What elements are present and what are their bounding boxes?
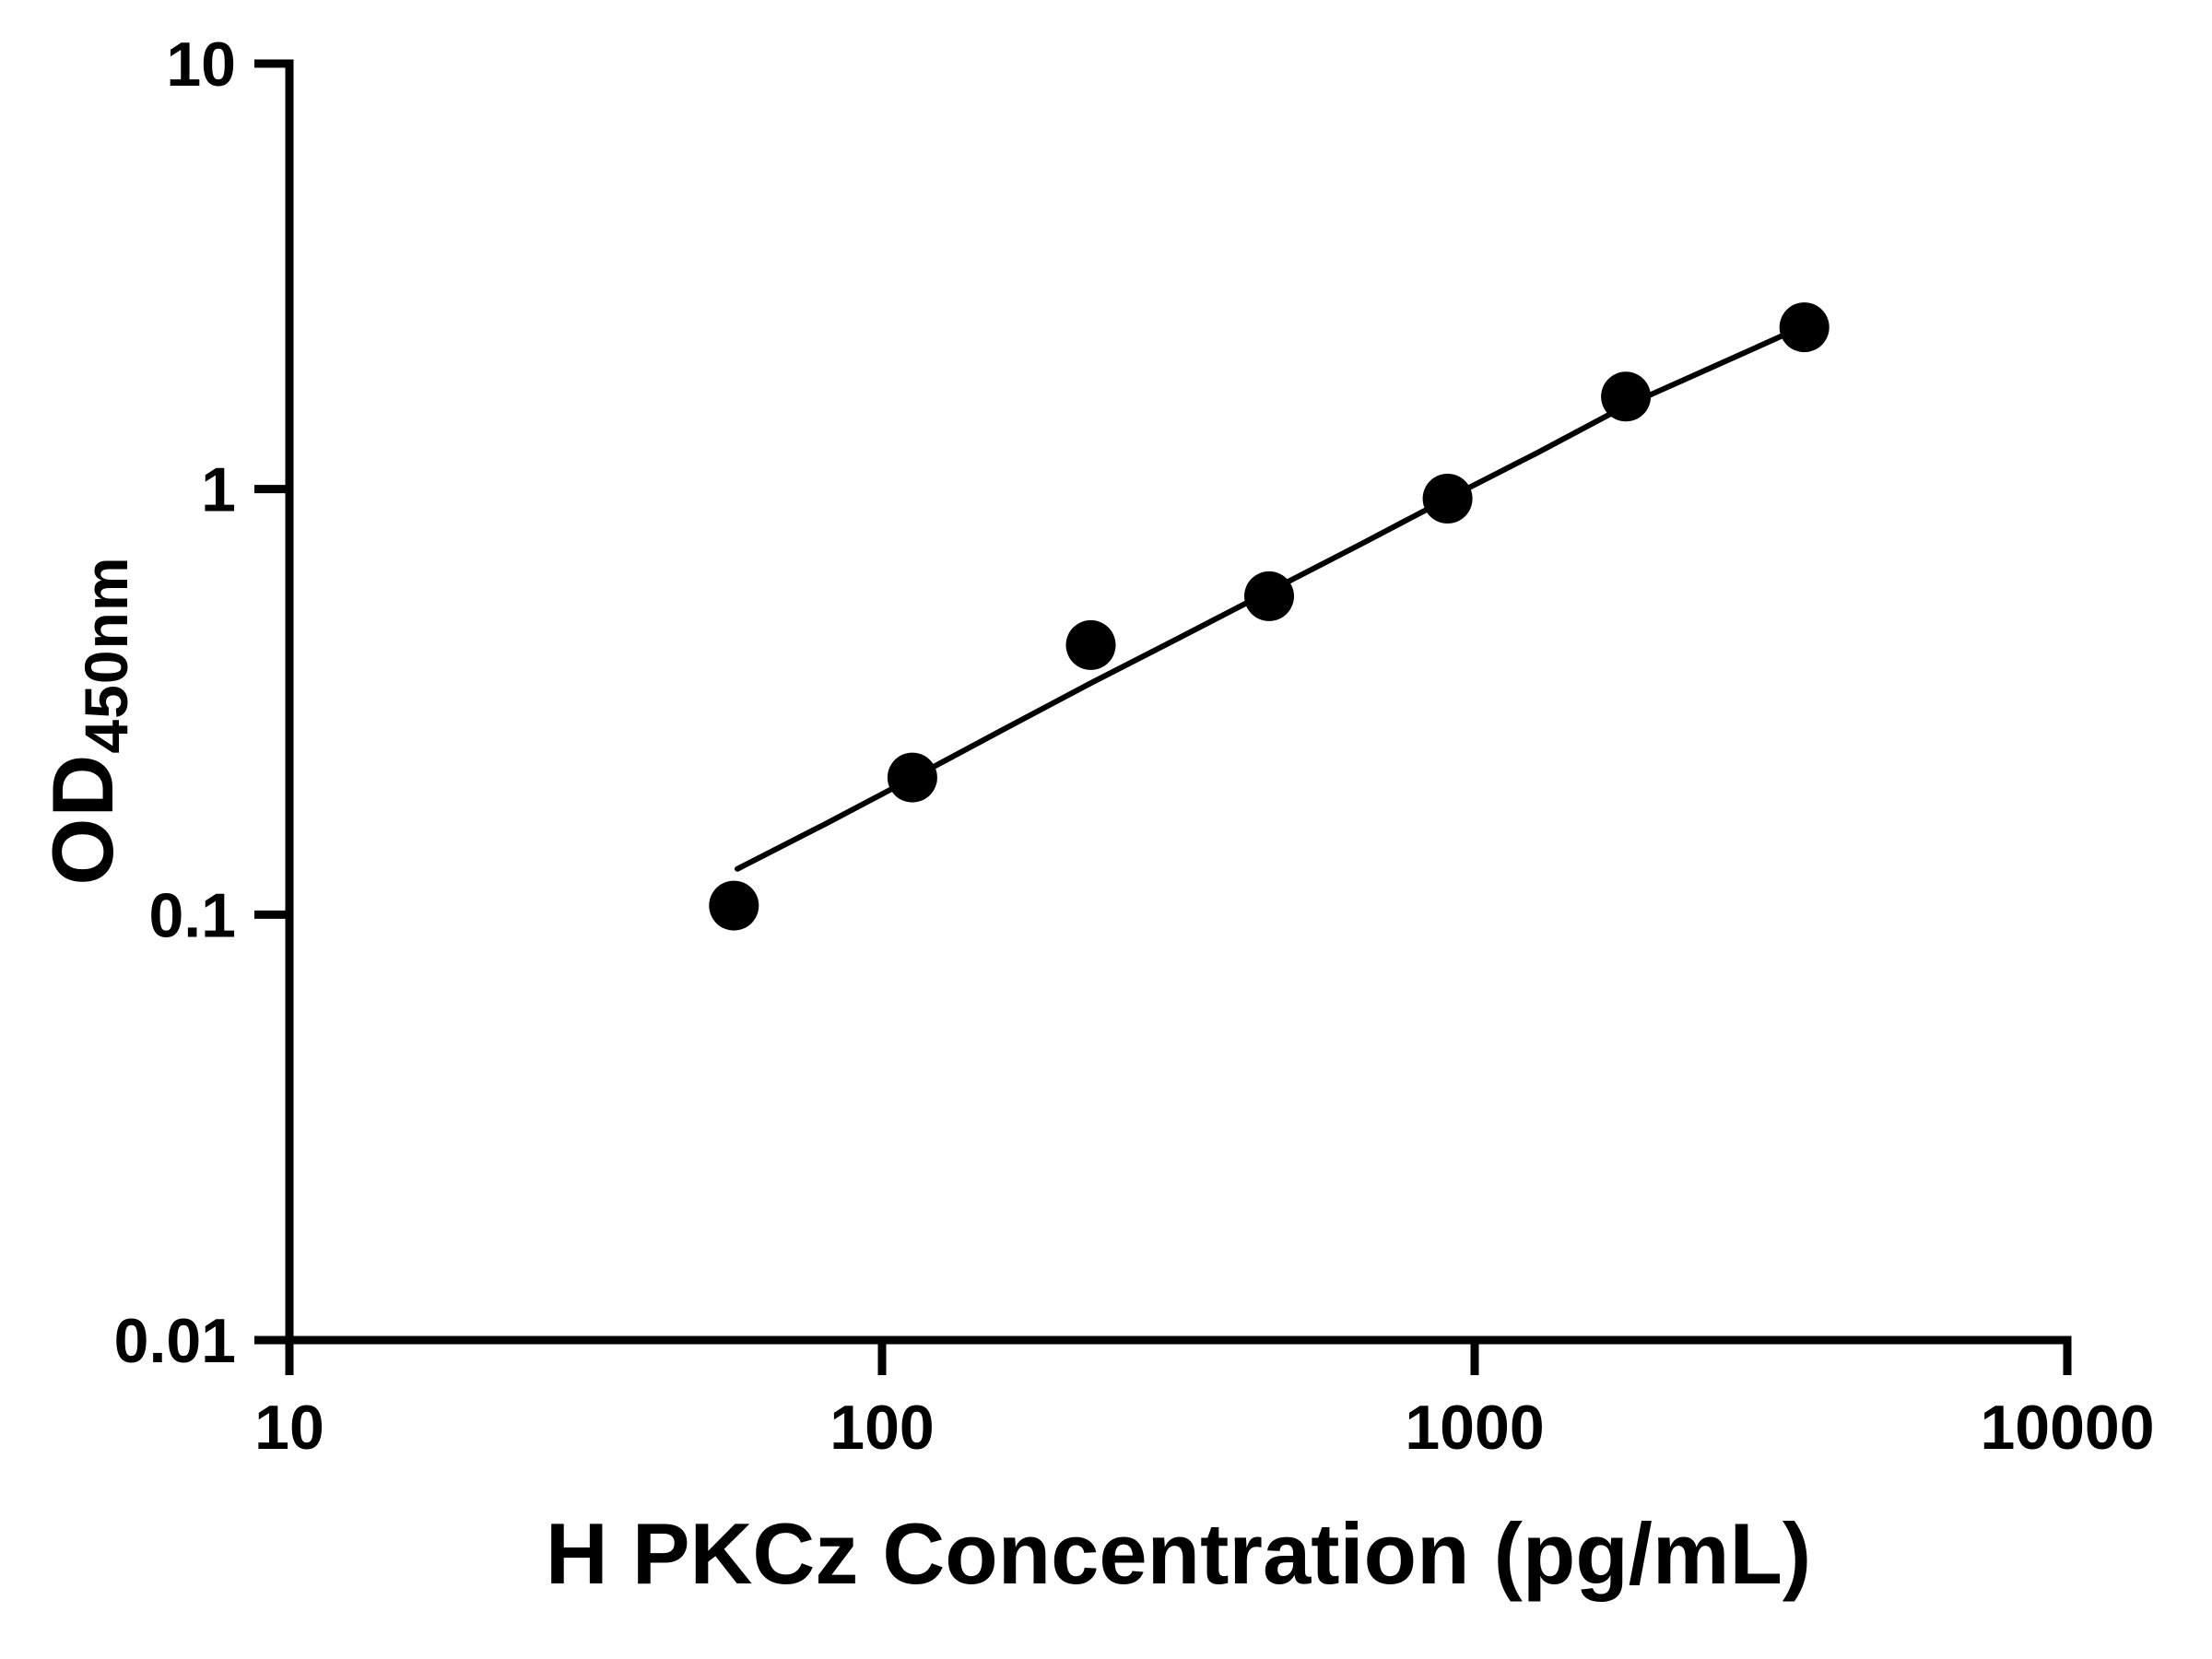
data-point [1065, 619, 1116, 670]
y-tick-label: 1 [201, 455, 236, 525]
data-point [1601, 371, 1652, 422]
y-axis-title: OD450nm [33, 556, 140, 886]
y-tick-label: 0.01 [114, 1306, 236, 1376]
y-tick-label: 0.1 [148, 880, 236, 950]
x-tick-label: 10 [254, 1393, 324, 1463]
x-tick-label: 1000 [1405, 1393, 1544, 1463]
y-tick-label: 10 [166, 29, 236, 100]
y-axis-title-subscript: 450nm [72, 556, 140, 754]
y-axis-title-main: OD [34, 753, 131, 886]
axes [285, 59, 2072, 1345]
data-point [887, 752, 937, 803]
x-tick-label: 10000 [1980, 1393, 2154, 1463]
x-axis-title: H PKCz Concentration (pg/mL) [545, 1505, 1812, 1602]
x-tick-label: 100 [830, 1393, 934, 1463]
data-point [1244, 571, 1294, 621]
data-point [1779, 302, 1830, 353]
data-point [1422, 474, 1473, 524]
data-point [709, 880, 759, 931]
